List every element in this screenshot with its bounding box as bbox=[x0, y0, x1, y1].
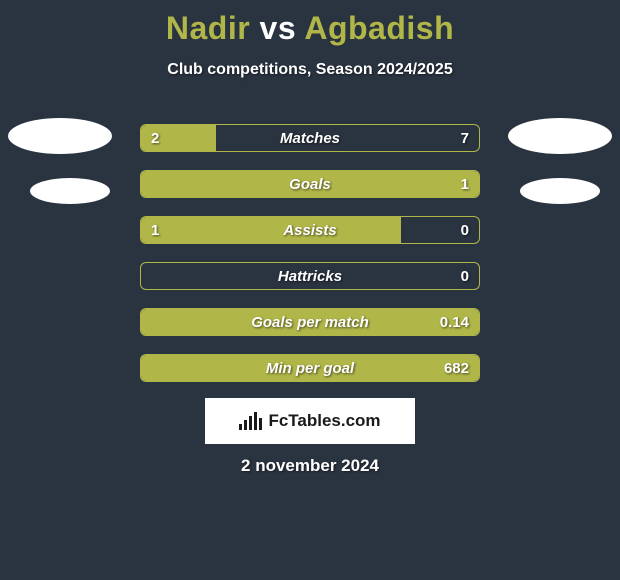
stat-value-right: 0 bbox=[461, 217, 469, 243]
player2-avatar-1 bbox=[508, 118, 612, 154]
stat-row: 1Assists0 bbox=[140, 216, 480, 244]
brand-text: FcTables.com bbox=[268, 411, 380, 431]
date-text: 2 november 2024 bbox=[0, 456, 620, 476]
stat-row: Goals1 bbox=[140, 170, 480, 198]
stat-row: Min per goal682 bbox=[140, 354, 480, 382]
player2-avatar-2 bbox=[520, 178, 600, 204]
player2-name: Agbadish bbox=[304, 10, 454, 46]
stat-label: Goals per match bbox=[141, 309, 479, 335]
chart-icon bbox=[239, 412, 262, 430]
stat-label: Goals bbox=[141, 171, 479, 197]
player1-name: Nadir bbox=[166, 10, 250, 46]
stat-value-right: 0.14 bbox=[440, 309, 469, 335]
stat-value-right: 682 bbox=[444, 355, 469, 381]
stat-row: Goals per match0.14 bbox=[140, 308, 480, 336]
stat-label: Min per goal bbox=[141, 355, 479, 381]
stat-label: Assists bbox=[141, 217, 479, 243]
subtitle: Club competitions, Season 2024/2025 bbox=[0, 61, 620, 79]
stat-value-right: 0 bbox=[461, 263, 469, 289]
comparison-title: Nadir vs Agbadish bbox=[0, 0, 620, 47]
player1-avatar-2 bbox=[30, 178, 110, 204]
vs-text: vs bbox=[260, 10, 297, 46]
player1-avatar-1 bbox=[8, 118, 112, 154]
stat-value-right: 7 bbox=[461, 125, 469, 151]
brand-box[interactable]: FcTables.com bbox=[205, 398, 415, 444]
stat-row: 2Matches7 bbox=[140, 124, 480, 152]
stat-label: Matches bbox=[141, 125, 479, 151]
stat-row: Hattricks0 bbox=[140, 262, 480, 290]
stat-bars: 2Matches7Goals11Assists0Hattricks0Goals … bbox=[140, 124, 480, 400]
stat-label: Hattricks bbox=[141, 263, 479, 289]
stat-value-right: 1 bbox=[461, 171, 469, 197]
